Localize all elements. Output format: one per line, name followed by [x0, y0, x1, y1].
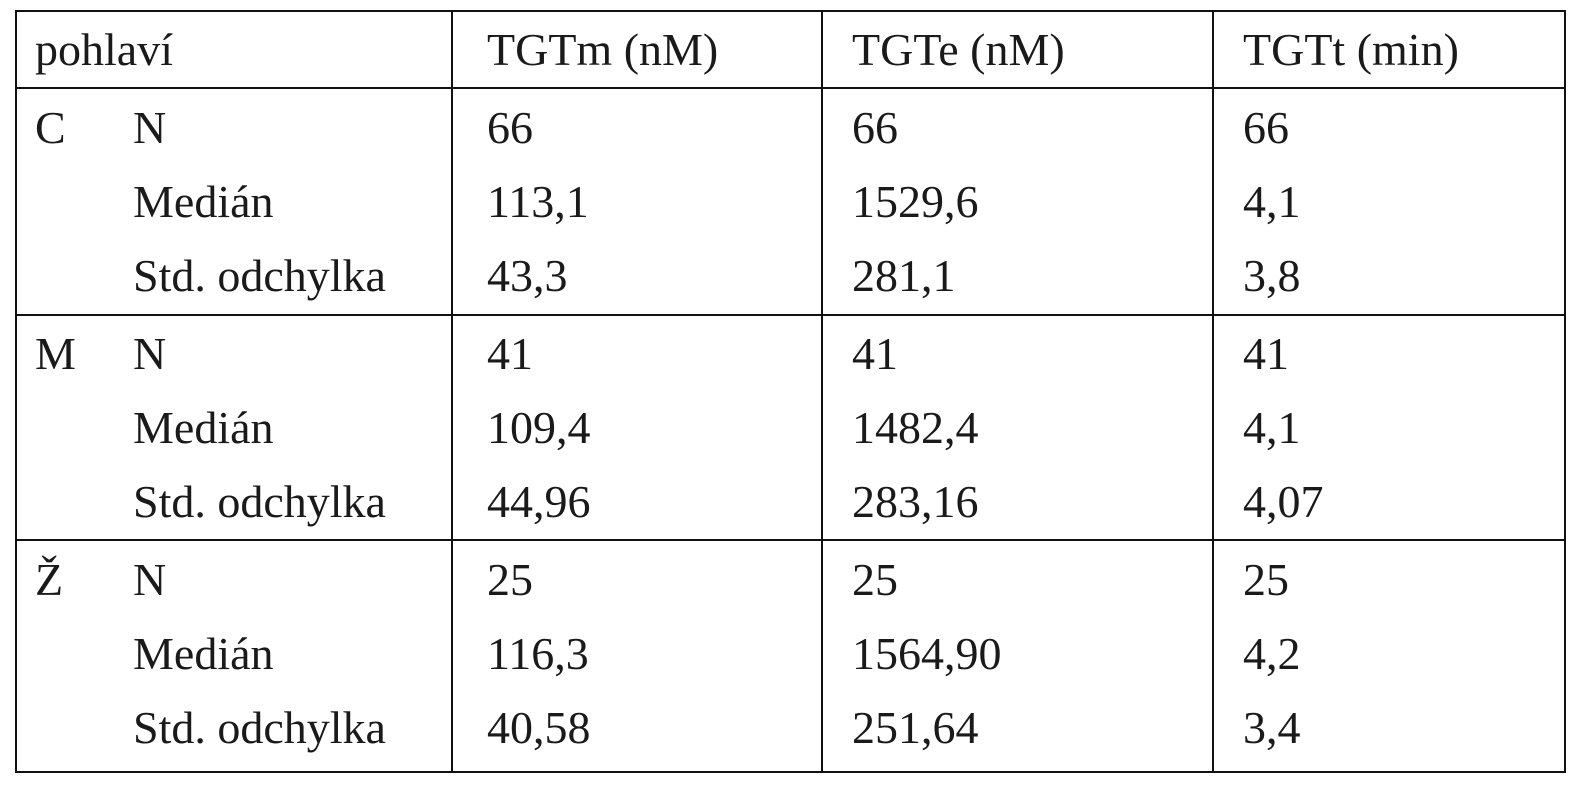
header-cell: pohlaví — [35, 24, 173, 75]
table-cell: 283,16 — [852, 476, 979, 527]
border-top — [15, 10, 1566, 12]
table-cell: 4,07 — [1243, 476, 1324, 527]
table-cell: 116,3 — [487, 628, 589, 679]
row-label: Medián — [133, 176, 274, 227]
row-label: N — [133, 102, 167, 153]
row-label: N — [133, 328, 167, 379]
column-divider — [451, 10, 453, 773]
column-divider — [821, 10, 823, 773]
table-cell: 281,1 — [852, 250, 956, 301]
border-left — [15, 10, 17, 773]
border-bottom — [15, 771, 1566, 773]
row-divider — [15, 539, 1566, 541]
table-cell: 25 — [1243, 554, 1289, 605]
table-cell: 41 — [1243, 328, 1289, 379]
header-cell: TGTe (nM) — [852, 24, 1065, 75]
table-cell: 40,58 — [487, 702, 591, 753]
table-cell: 43,3 — [487, 250, 568, 301]
table-cell: 1564,90 — [852, 628, 1002, 679]
table-cell: 109,4 — [487, 402, 591, 453]
table-cell: 1529,6 — [852, 176, 979, 227]
row-label: Medián — [133, 628, 274, 679]
table-cell: 4,2 — [1243, 628, 1301, 679]
table-cell: 41 — [487, 328, 533, 379]
table-cell: 41 — [852, 328, 898, 379]
group-label: C — [35, 102, 66, 153]
table-cell: 66 — [852, 102, 898, 153]
table-cell: 66 — [487, 102, 533, 153]
table-cell: 25 — [487, 554, 533, 605]
row-label: Medián — [133, 402, 274, 453]
table-cell: 66 — [1243, 102, 1289, 153]
border-right — [1564, 10, 1566, 773]
table-cell: 25 — [852, 554, 898, 605]
column-divider — [1212, 10, 1214, 773]
row-label: Std. odchylka — [133, 702, 386, 753]
table-cell: 4,1 — [1243, 176, 1301, 227]
row-divider — [15, 87, 1566, 89]
row-label: Std. odchylka — [133, 250, 386, 301]
table-cell: 113,1 — [487, 176, 589, 227]
row-divider — [15, 314, 1566, 316]
group-label: Ž — [35, 554, 64, 605]
table-cell: 4,1 — [1243, 402, 1301, 453]
table-cell: 1482,4 — [852, 402, 979, 453]
header-cell: TGTm (nM) — [487, 24, 719, 75]
table-cell: 44,96 — [487, 476, 591, 527]
row-label: Std. odchylka — [133, 476, 386, 527]
row-label: N — [133, 554, 167, 605]
header-cell: TGTt (min) — [1243, 24, 1459, 75]
table-cell: 251,64 — [852, 702, 979, 753]
table-cell: 3,4 — [1243, 702, 1301, 753]
group-label: M — [35, 328, 76, 379]
table-cell: 3,8 — [1243, 250, 1301, 301]
